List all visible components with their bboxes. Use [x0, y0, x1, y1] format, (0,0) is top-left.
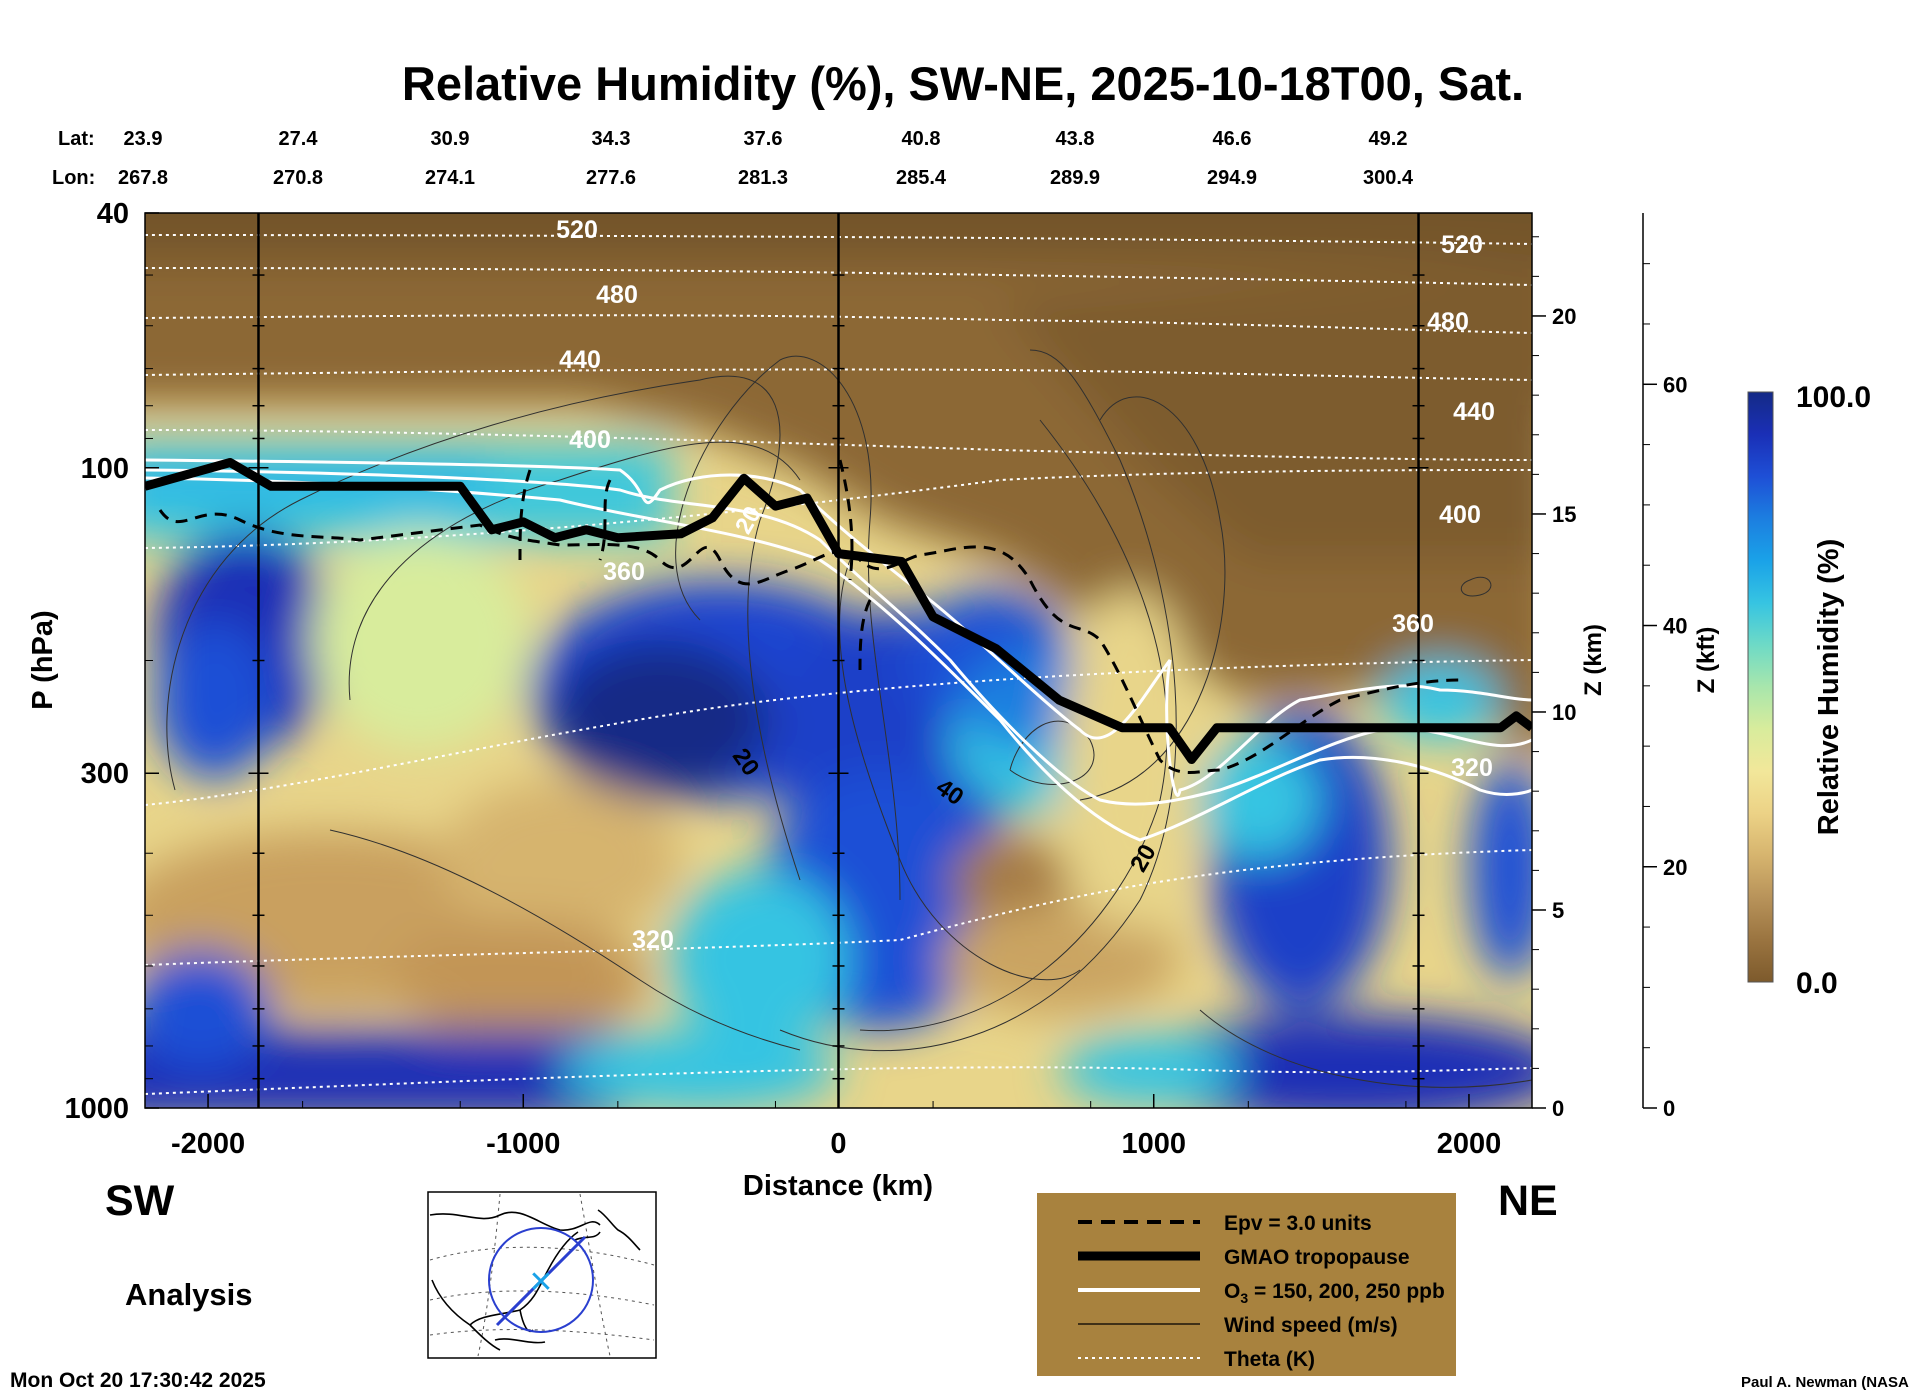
lat-value: 40.8: [902, 128, 941, 150]
lat-value: 23.9: [124, 128, 163, 150]
x-tick-label: 0: [830, 1128, 846, 1160]
p-tick-label: 300: [81, 758, 129, 790]
theta-right-label: 480: [1427, 308, 1469, 336]
theta-labels: 520 480 440 400 360 320: [556, 216, 674, 954]
legend-label: O3 = 150, 200, 250 ppb: [1224, 1280, 1445, 1306]
z-kft-label: Z (kft): [1693, 627, 1720, 694]
theta-contours: [145, 234, 1532, 1095]
theta-right-label: 320: [1451, 754, 1493, 782]
colorbar: 100.0 0.0 Relative Humidity (%): [1747, 381, 1871, 1000]
legend-label: GMAO tropopause: [1224, 1246, 1410, 1269]
z-km-tick-label: 0: [1552, 1096, 1564, 1121]
theta-label: 520: [556, 216, 598, 244]
colorbar-label: Relative Humidity (%): [1813, 539, 1845, 836]
legend-label: Wind speed (m/s): [1224, 1314, 1398, 1337]
lon-value: 274.1: [425, 167, 475, 189]
y-axis-label: P (hPa): [27, 610, 59, 709]
lat-lon-values: 23.9 27.4 30.9 34.3 37.6 40.8 43.8 46.6 49.2 267.…: [118, 128, 1414, 189]
map-range-circle: [488, 1227, 594, 1333]
humidity-field: [145, 213, 1532, 1108]
lon-value: 285.4: [896, 167, 947, 189]
theta-label: 440: [559, 346, 601, 374]
ne-direction-label: NE: [1498, 1177, 1558, 1225]
lon-value: 289.9: [1050, 167, 1100, 189]
lon-value: 267.8: [118, 167, 168, 189]
legend-label: Theta (K): [1224, 1348, 1315, 1371]
theta-right-label: 400: [1439, 501, 1481, 529]
map-graticule: [429, 1193, 655, 1357]
z-kft-tick-label: 40: [1663, 614, 1687, 639]
theta-right-label: 520: [1441, 231, 1483, 259]
inset-map: ✕: [427, 1191, 657, 1359]
p-tick-label: 1000: [64, 1093, 129, 1125]
theta-right-labels: 520 480 440 400 360 320: [1392, 231, 1495, 782]
theta-right-label: 360: [1392, 610, 1434, 638]
z-km-tick-label: 15: [1552, 502, 1576, 527]
x-tick-label: 1000: [1121, 1128, 1186, 1160]
lat-value: 30.9: [431, 128, 470, 150]
lon-value: 277.6: [586, 167, 636, 189]
analysis-label: Analysis: [125, 1277, 253, 1312]
p-tick-label: 100: [81, 453, 129, 485]
lon-row-label: Lon:: [52, 167, 95, 189]
location-marker-lines: [248, 213, 1429, 1108]
x-tick-label: 2000: [1437, 1128, 1502, 1160]
colorbar-gradient: [1747, 391, 1774, 983]
theta-label: 480: [596, 281, 638, 309]
timestamp: Mon Oct 20 17:30:42 2025: [10, 1369, 266, 1392]
theta-label: 400: [569, 426, 611, 454]
z-kft-tick-label: 60: [1663, 372, 1687, 397]
chart-title: Relative Humidity (%), SW-NE, 2025-10-18…: [402, 57, 1524, 110]
z-km-tick-label: 5: [1552, 898, 1564, 923]
y-axis-pressure: 40 100 300 1000: [64, 198, 159, 1125]
lon-value: 294.9: [1207, 167, 1257, 189]
z-km-label: Z (km): [1580, 624, 1607, 696]
colorbar-max: 100.0: [1796, 381, 1871, 414]
theta-label: 320: [632, 926, 674, 954]
plot-area: 520 480 440 400 360 320 520 480 440 400 …: [145, 213, 1532, 1108]
y-axis-z-km: 0 5 10 15 20: [1532, 236, 1576, 1121]
x-axis: -2000 -1000 0 1000 2000: [144, 1094, 1502, 1160]
map-center-marker: ✕: [528, 1266, 553, 1299]
p-tick-label: 40: [97, 198, 129, 230]
epv-contour: [158, 459, 1461, 774]
lon-value: 270.8: [273, 167, 323, 189]
lat-value: 37.6: [744, 128, 783, 150]
map-transect-line: [495, 1235, 587, 1327]
lat-value: 49.2: [1369, 128, 1408, 150]
lat-value: 43.8: [1056, 128, 1095, 150]
credit: Paul A. Newman (NASA: [1741, 1374, 1909, 1391]
lat-value: 27.4: [279, 128, 319, 150]
z-km-tick-label: 10: [1552, 700, 1576, 725]
lat-row-label: Lat:: [58, 128, 95, 150]
z-kft-tick-label: 20: [1663, 855, 1687, 880]
gmao-tropopause-line: [145, 458, 1532, 764]
lon-value: 300.4: [1363, 167, 1414, 189]
theta-right-label: 440: [1453, 398, 1495, 426]
x-tick-label: -2000: [171, 1128, 245, 1160]
z-km-tick-label: 20: [1552, 304, 1576, 329]
lon-value: 281.3: [738, 167, 788, 189]
sw-direction-label: SW: [105, 1177, 175, 1225]
legend-label: Epv = 3.0 units: [1224, 1212, 1372, 1235]
legend: Epv = 3.0 units GMAO tropopause O3 = 150, …: [1037, 1193, 1456, 1376]
colorbar-min: 0.0: [1796, 967, 1838, 1000]
theta-label: 360: [603, 558, 645, 586]
map-coastlines: [429, 1209, 641, 1351]
x-axis-label: Distance (km): [743, 1170, 933, 1202]
x-tick-label: -1000: [486, 1128, 560, 1160]
z-kft-tick-label: 0: [1663, 1096, 1675, 1121]
y-axis-z-kft: 0 20 40 60: [1642, 213, 1687, 1121]
ozone-contours: [145, 458, 1532, 842]
lat-value: 34.3: [592, 128, 631, 150]
lat-value: 46.6: [1213, 128, 1252, 150]
